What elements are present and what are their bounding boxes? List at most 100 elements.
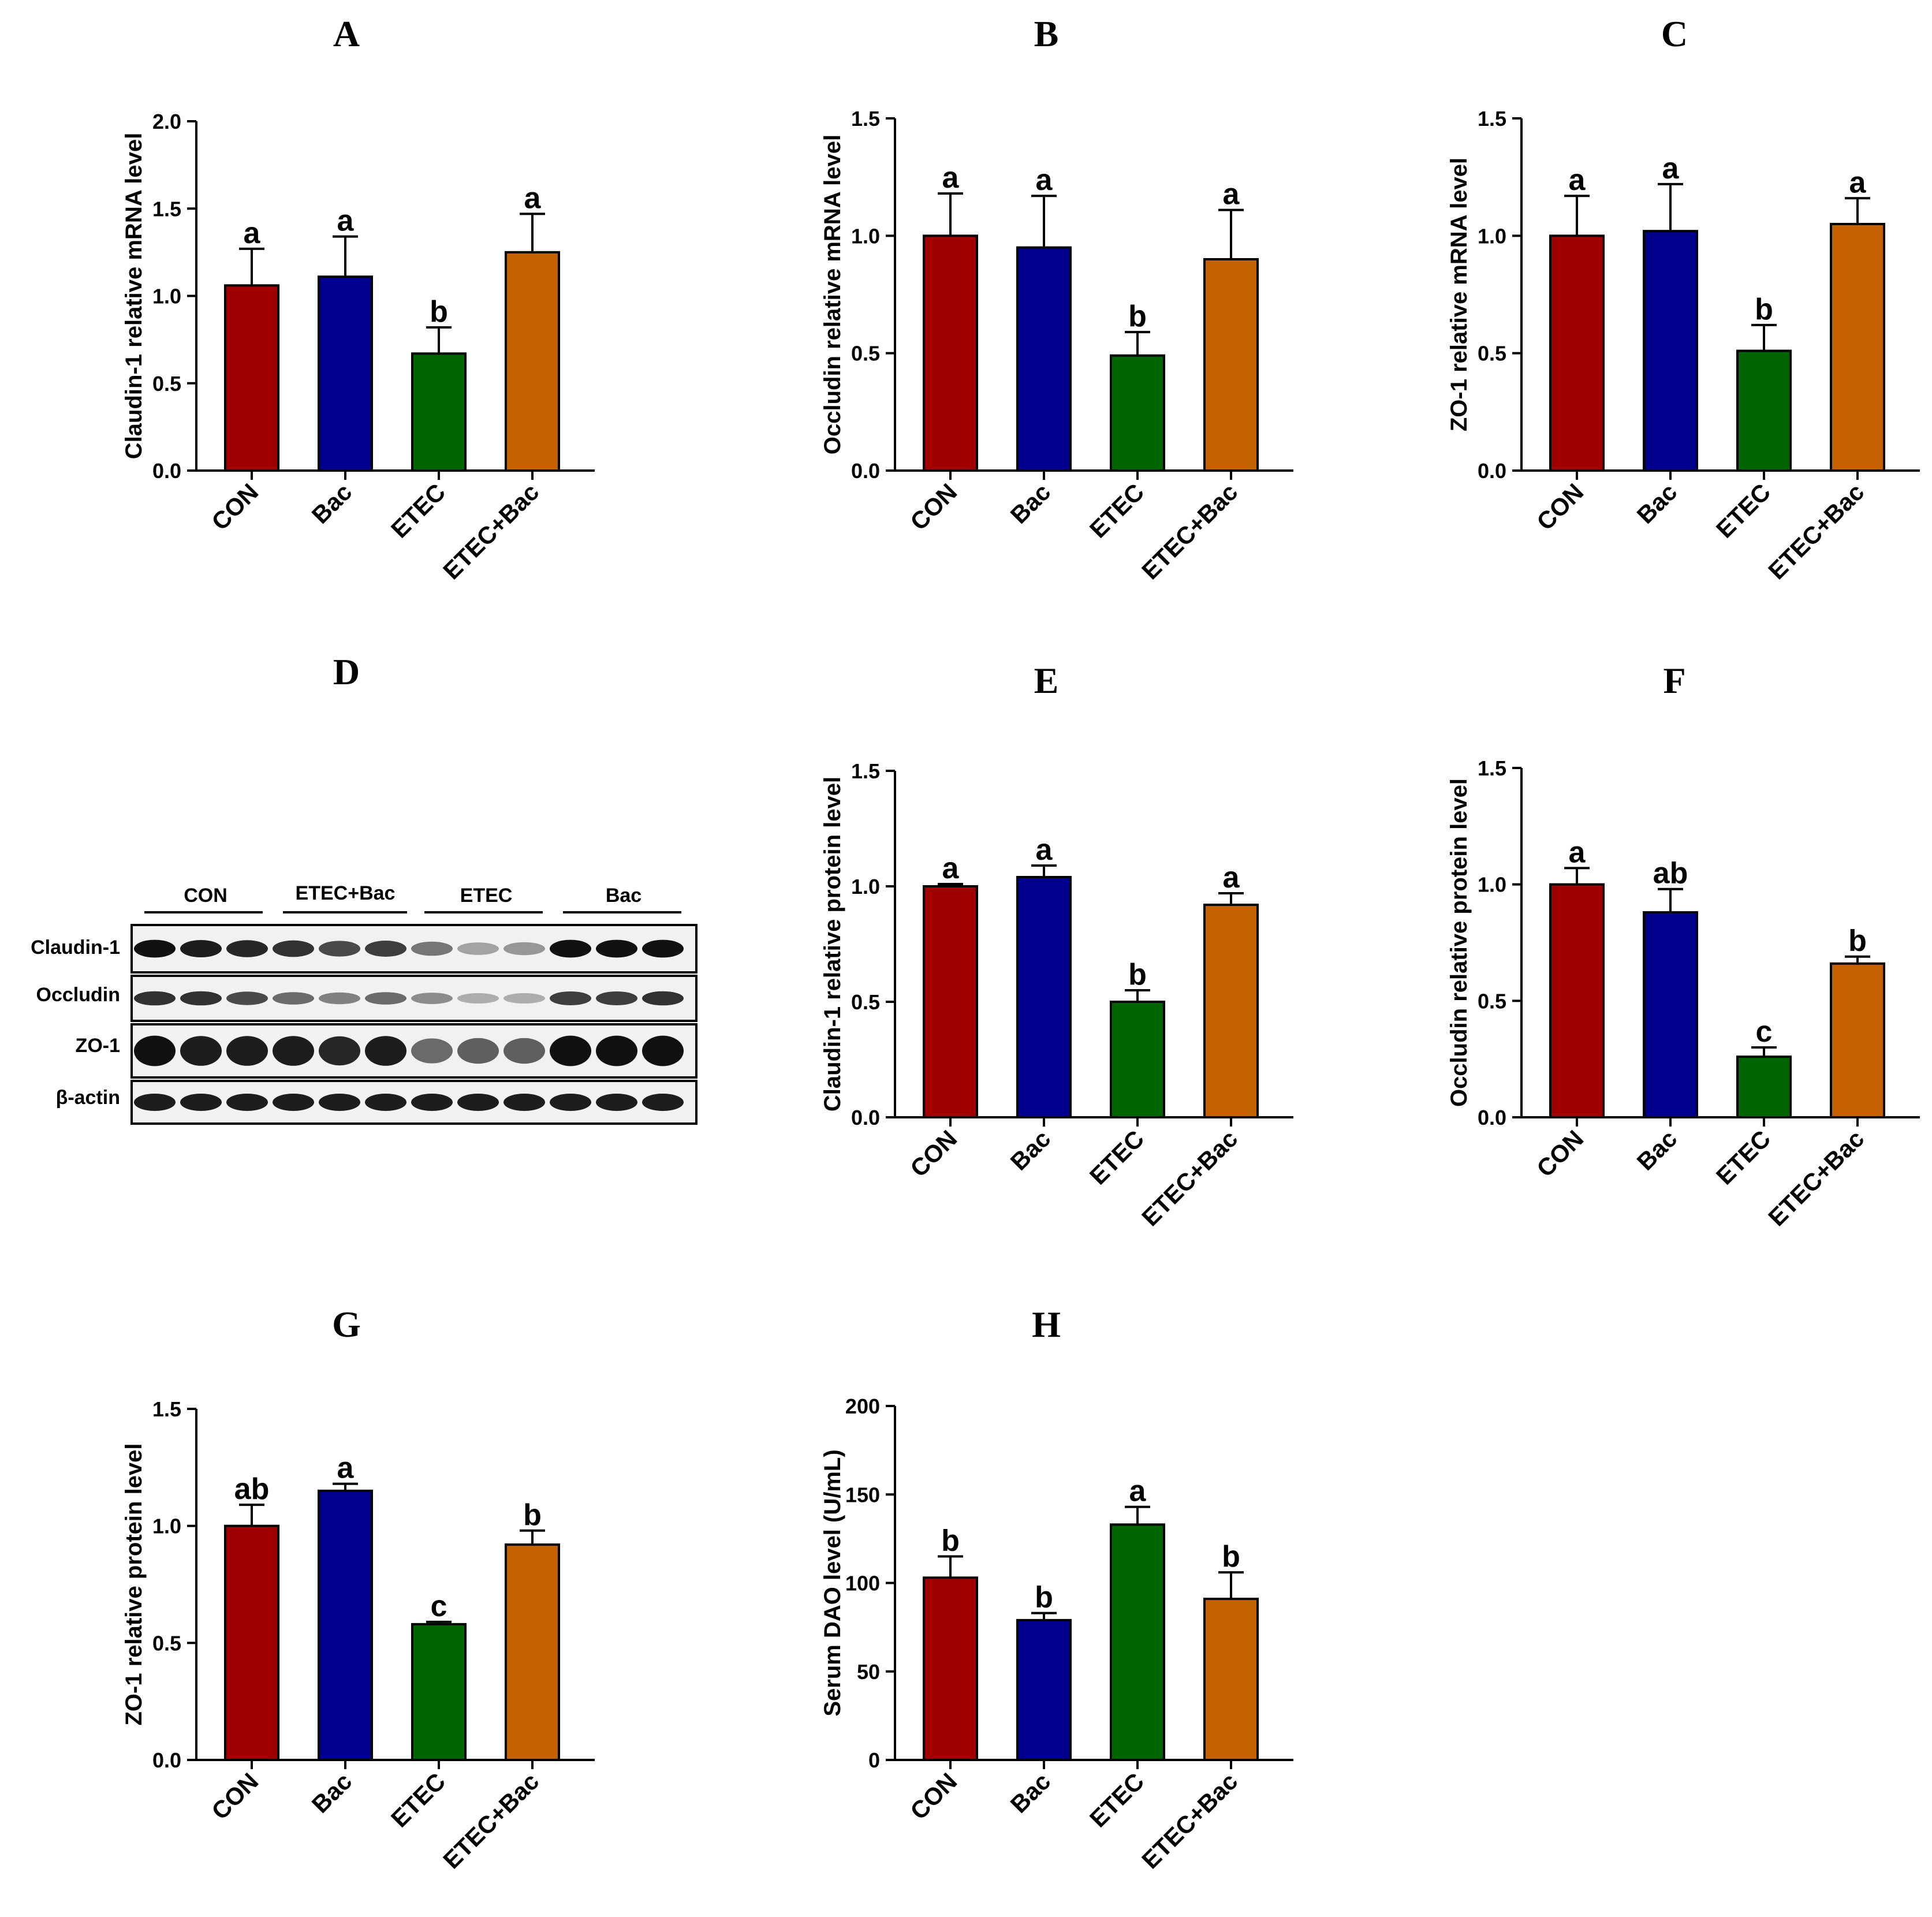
blot-band — [365, 1093, 406, 1112]
bar — [318, 275, 373, 472]
blot-protein-label: ZO-1 — [76, 1035, 120, 1057]
significance-label: a — [337, 1452, 355, 1485]
blot-group-label: ETEC — [460, 885, 513, 907]
y-tick-label: 1.5 — [851, 759, 880, 783]
x-tick-label: ETEC+Bac — [1763, 1125, 1869, 1231]
y-tick-label: 1.0 — [152, 285, 181, 308]
blot-band — [596, 991, 637, 1005]
blot-band — [596, 1035, 637, 1066]
blot-group-label: Bac — [606, 885, 641, 907]
x-tick-label: Bac — [1632, 1125, 1683, 1176]
y-tick-label: 0.0 — [152, 459, 181, 483]
x-tick-label: ETEC+Bac — [1136, 478, 1243, 584]
blot-band — [365, 941, 406, 957]
y-tick-label: 2.0 — [152, 110, 181, 133]
panel-letter: G — [332, 1304, 361, 1345]
blot-band — [319, 992, 360, 1005]
x-tick-label: ETEC+Bac — [1136, 1125, 1243, 1231]
x-tick-label: Bac — [1005, 1767, 1056, 1818]
panel-letter: B — [1034, 13, 1059, 54]
x-tick-label: Bac — [307, 478, 357, 529]
bar — [1736, 1056, 1792, 1118]
blot-band — [273, 1093, 314, 1112]
bar — [411, 352, 467, 472]
bar — [505, 1543, 560, 1761]
x-tick-label: CON — [1531, 1125, 1588, 1182]
y-tick-label: 0.5 — [1478, 342, 1506, 366]
bar — [1110, 354, 1165, 472]
panel-letter: F — [1663, 660, 1685, 701]
blot-band — [180, 991, 222, 1006]
bar — [318, 1489, 373, 1762]
blot-band — [134, 991, 176, 1006]
y-axis-label: ZO-1 relative protein level — [121, 1443, 147, 1725]
y-tick-label: 1.0 — [1478, 873, 1506, 897]
y-tick-label: 1.0 — [851, 875, 880, 898]
blot-band — [642, 991, 684, 1006]
x-tick-label: Bac — [1632, 478, 1683, 529]
significance-label: b — [430, 295, 448, 329]
significance-label: c — [431, 1590, 447, 1623]
x-tick-label: ETEC+Bac — [1763, 478, 1869, 584]
bar — [1643, 911, 1698, 1118]
y-tick-label: 0.5 — [851, 342, 880, 366]
blot-band — [503, 993, 545, 1004]
panel-letter: E — [1034, 660, 1059, 701]
blot-band — [226, 991, 268, 1005]
bar — [1549, 883, 1605, 1118]
significance-label: b — [523, 1498, 542, 1532]
significance-label: a — [524, 181, 542, 215]
blot-band — [273, 992, 314, 1005]
y-tick-label: 1.0 — [152, 1515, 181, 1538]
y-axis-label: Occludin relative mRNA level — [820, 135, 845, 454]
x-tick-label: ETEC+Bac — [1136, 1767, 1243, 1874]
x-tick-label: Bac — [307, 1767, 357, 1818]
blot-band — [503, 1093, 545, 1112]
blot-band — [134, 939, 176, 958]
blot-strip — [130, 1023, 698, 1079]
blot-band — [411, 1093, 453, 1112]
y-axis-label: Occludin relative protein level — [1446, 778, 1472, 1107]
significance-label: a — [1569, 836, 1586, 869]
y-tick-label: 100 — [845, 1572, 880, 1595]
significance-label: a — [942, 852, 960, 885]
blot-band — [503, 942, 545, 956]
x-tick-label: CON — [905, 478, 962, 535]
significance-label: b — [1035, 1581, 1053, 1614]
significance-label: a — [942, 161, 960, 195]
blot-band — [550, 939, 591, 958]
blot-band — [550, 991, 591, 1005]
bar — [1830, 962, 1885, 1119]
significance-label: c — [1756, 1015, 1773, 1049]
blot-band — [503, 1038, 545, 1064]
blot-band — [319, 1036, 360, 1066]
blot-band — [550, 1035, 591, 1066]
panel-letter: H — [1032, 1304, 1061, 1345]
blot-band — [273, 1036, 314, 1066]
significance-label: a — [1662, 152, 1680, 185]
blot-band — [457, 942, 499, 955]
blot-group-label: ETEC+Bac — [296, 882, 396, 904]
bar — [1110, 1001, 1165, 1118]
y-tick-label: 0.0 — [152, 1748, 181, 1772]
significance-label: a — [244, 217, 261, 250]
blot-band — [411, 993, 453, 1004]
blot-band — [180, 1036, 222, 1066]
blot-band — [642, 1093, 684, 1112]
bar — [923, 234, 978, 472]
blot-protein-label: Occludin — [36, 984, 120, 1006]
y-tick-label: 0.0 — [851, 1106, 880, 1129]
x-tick-label: CON — [905, 1125, 962, 1182]
blot-band — [365, 992, 406, 1005]
x-tick-label: ETEC — [386, 1767, 450, 1832]
y-tick-label: 0.0 — [1478, 1106, 1506, 1129]
bar — [411, 1623, 467, 1762]
blot-band — [642, 1035, 684, 1066]
y-tick-label: 0.5 — [152, 372, 181, 396]
bar — [923, 885, 978, 1118]
panel-letter: A — [333, 13, 360, 54]
significance-label: a — [1129, 1475, 1147, 1508]
blot-protein-label: Claudin-1 — [31, 937, 120, 958]
y-tick-label: 0.5 — [1478, 989, 1506, 1013]
